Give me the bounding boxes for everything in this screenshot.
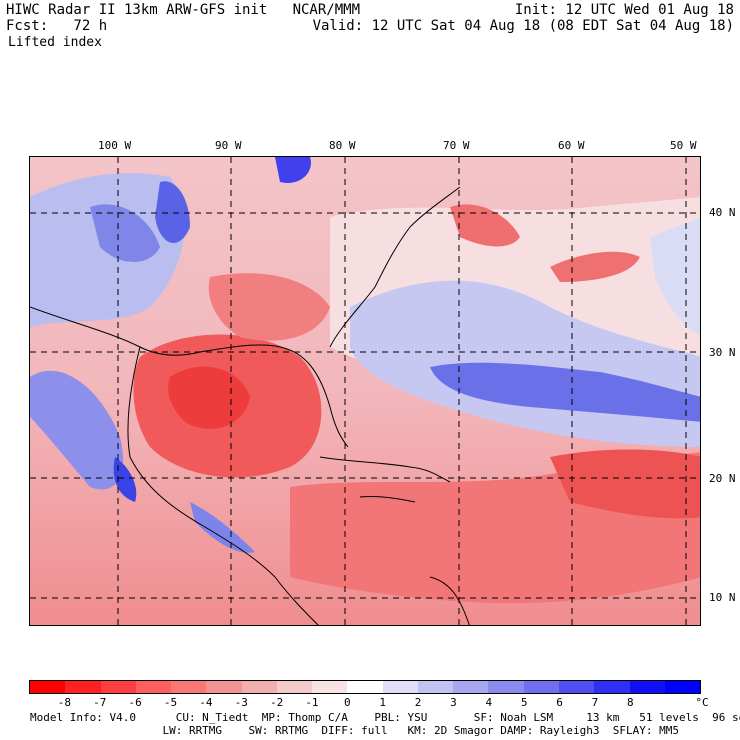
color-scale-bar [29, 680, 701, 694]
colorbar-tick-label: -5 [163, 696, 178, 709]
lat-label: 30 N [709, 346, 736, 359]
lifted-index-map [29, 156, 701, 626]
colorbar-tick-label: -6 [128, 696, 142, 709]
colorbar-segment [382, 681, 418, 693]
colorbar-tick-label: -4 [199, 696, 213, 709]
colorbar-segment [664, 681, 701, 693]
colorbar-tick-label: 4 [485, 696, 493, 709]
lat-label: 10 N [709, 591, 736, 604]
colorbar-segment [65, 681, 101, 693]
colorbar-segment [206, 681, 242, 693]
colorbar-tick-label: -7 [93, 696, 107, 709]
colorbar-tick-label: 1 [379, 696, 386, 709]
colorbar-segment [135, 681, 172, 693]
lat-label: 40 N [709, 206, 736, 219]
colorbar-tick-label: 7 [591, 696, 599, 709]
model-info-line2: LW: RRTMG SW: RRTMG DIFF: full KM: 2D Sm… [30, 724, 680, 737]
lon-label: 100 W [98, 139, 132, 152]
colorbar-unit: °C [695, 696, 709, 709]
colorbar-tick-label: 2 [414, 696, 422, 709]
forecast-hour: Fcst: 72 h [6, 18, 108, 34]
lon-label: 50 W [670, 139, 697, 152]
lon-label: 80 W [329, 139, 356, 152]
colorbar-segment [594, 681, 630, 693]
colorbar-segment [453, 681, 489, 693]
colorbar-tick-label: 0 [344, 696, 351, 709]
colorbar-segment [171, 681, 207, 693]
colorbar-tick-label: -1 [305, 696, 319, 709]
colorbar-segment [629, 681, 665, 693]
colorbar-segment [312, 681, 348, 693]
colorbar-tick-label: 8 [626, 696, 634, 709]
lon-label: 70 W [443, 139, 470, 152]
colorbar-segment [523, 681, 559, 693]
model-info-line1: Model Info: V4.0 CU: N_Tiedt MP: Thomp C… [30, 711, 740, 724]
colorbar-segment [488, 681, 524, 693]
colorbar-tick-label: 5 [520, 696, 528, 709]
colorbar-segment [30, 681, 66, 693]
colorbar-tick-label: 6 [556, 696, 563, 709]
colorbar-segment [100, 681, 136, 693]
colorbar-segment [276, 681, 313, 693]
init-time: Init: 12 UTC Wed 01 Aug 18 [514, 2, 734, 18]
colorbar-tick-label: -8 [57, 696, 71, 709]
colorbar-segment [347, 681, 383, 693]
lon-label: 90 W [215, 139, 242, 152]
map-field-svg [30, 157, 700, 625]
colorbar-segment [558, 681, 595, 693]
model-title: HIWC Radar II 13km ARW-GFS init NCAR/MMM [6, 2, 361, 18]
lon-label: 60 W [558, 139, 585, 152]
colorbar-tick-label: -3 [234, 696, 248, 709]
colorbar-tick-label: -2 [269, 696, 284, 709]
lat-label: 20 N [709, 472, 736, 485]
variable-name: Lifted index [8, 35, 102, 50]
colorbar-segment [417, 681, 454, 693]
colorbar-tick-label: 3 [450, 696, 457, 709]
colorbar-segment [241, 681, 277, 693]
valid-time: Valid: 12 UTC Sat 04 Aug 18 (08 EDT Sat … [312, 18, 734, 34]
